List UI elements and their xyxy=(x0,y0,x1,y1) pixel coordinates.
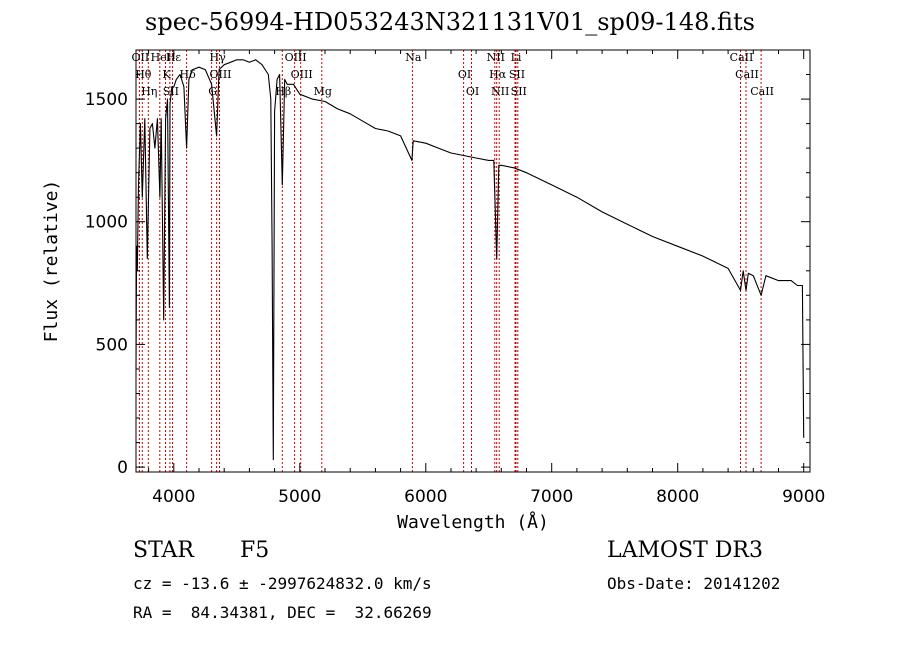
spectrum-line xyxy=(135,59,805,461)
line-label-21: Li xyxy=(511,51,522,64)
x-tick-label-4: 8000 xyxy=(656,487,699,507)
object-type: STAR xyxy=(133,538,194,563)
y-tick-label-1: 500 xyxy=(96,335,128,355)
x-tick-label-5: 9000 xyxy=(782,487,825,507)
x-tick-label-3: 7000 xyxy=(530,487,573,507)
x-tick-label-0: 4000 xyxy=(152,487,195,507)
line-label-19: Hα xyxy=(489,68,507,81)
line-label-24: CaII xyxy=(730,51,754,64)
coordinates: RA = 84.34381, DEC = 32.66269 xyxy=(133,603,432,622)
line-label-10: OIII xyxy=(209,68,231,81)
line-label-18: NII xyxy=(487,51,505,64)
line-label-2: Hη xyxy=(141,85,157,98)
x-tick-label-1: 5000 xyxy=(278,487,321,507)
line-label-4: K xyxy=(162,68,171,81)
line-label-0: OII xyxy=(132,51,150,64)
x-axis-label: Wavelength (Å) xyxy=(397,511,549,533)
chart-title: spec-56994-HD053243N321131V01_sp09-148.f… xyxy=(145,8,755,36)
line-label-12: OIII xyxy=(285,51,307,64)
y-tick-label-2: 1000 xyxy=(85,213,128,233)
line-label-1: Hθ xyxy=(135,68,152,81)
line-label-25: CaII xyxy=(735,68,759,81)
line-label-9: Hγ xyxy=(210,51,227,64)
obs-date: Obs-Date: 20141202 xyxy=(607,574,781,593)
line-label-26: CaII xyxy=(750,85,774,98)
y-axis-label: Flux (relative) xyxy=(41,180,62,343)
line-label-3: HeI xyxy=(151,51,171,64)
y-tick-label-3: 1500 xyxy=(85,90,128,110)
line-label-23: SII xyxy=(511,85,527,98)
line-label-14: Mg xyxy=(314,85,332,98)
y-tick-label-0: 0 xyxy=(117,458,128,478)
line-label-15: Na xyxy=(405,51,422,64)
line-label-20: NII xyxy=(491,85,509,98)
redshift-line: cz = -13.6 ± -2997624832.0 km/s xyxy=(133,574,432,593)
plot-frame xyxy=(135,49,811,473)
line-label-22: SII xyxy=(509,68,525,81)
x-tick-label-2: 6000 xyxy=(404,487,447,507)
line-label-17: OI xyxy=(466,85,479,98)
line-label-16: OI xyxy=(458,68,471,81)
line-label-13: OIII xyxy=(291,68,313,81)
survey-name: LAMOST DR3 xyxy=(607,538,763,563)
object-subclass: F5 xyxy=(240,538,270,563)
line-label-11: Hβ xyxy=(275,85,291,98)
